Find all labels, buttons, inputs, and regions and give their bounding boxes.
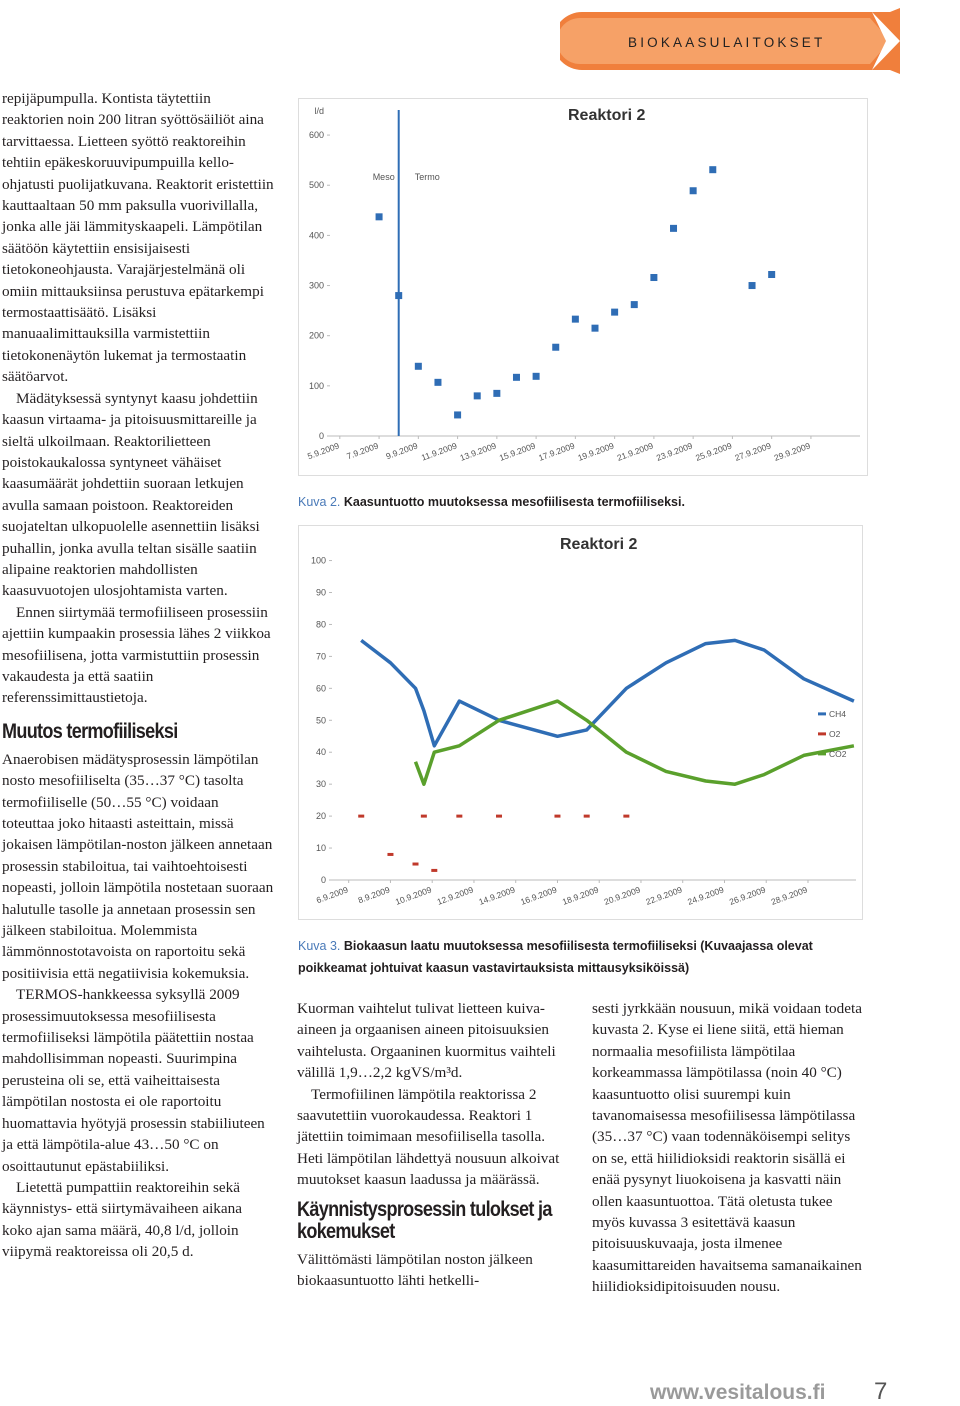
data-point bbox=[571, 315, 579, 323]
figure-caption: Kuva 2. Kaasuntuotto muutoksessa mesofii… bbox=[298, 491, 858, 513]
section-heading: Käynnistysprosessin tulokset ja kokemuks… bbox=[297, 1197, 552, 1243]
data-point bbox=[591, 324, 599, 332]
data-point bbox=[630, 301, 638, 309]
banner-inner bbox=[560, 18, 890, 64]
y-tick-label: 300 bbox=[309, 281, 324, 291]
data-point bbox=[670, 224, 678, 232]
data-point bbox=[512, 373, 520, 381]
annotation: Termo bbox=[415, 172, 440, 182]
data-dash bbox=[358, 814, 365, 818]
data-point bbox=[454, 411, 462, 419]
y-tick-label: 0 bbox=[321, 875, 326, 885]
data-dash bbox=[456, 814, 463, 818]
legend-label: O2 bbox=[829, 729, 841, 739]
y-tick-label: 50 bbox=[316, 715, 326, 725]
data-point bbox=[473, 392, 481, 400]
data-point bbox=[434, 378, 442, 386]
y-tick-label: 80 bbox=[316, 619, 326, 629]
banner: BIOKAASULAITOKSET bbox=[560, 8, 900, 74]
banner-arrow bbox=[872, 12, 900, 70]
y-tick-label: 200 bbox=[309, 331, 324, 341]
y-axis-label: l/d bbox=[314, 106, 324, 116]
data-point bbox=[493, 389, 501, 397]
y-tick-label: 500 bbox=[309, 180, 324, 190]
data-point bbox=[709, 166, 717, 174]
caption-text: Biokaasun laatu muutoksessa mesofiilises… bbox=[298, 939, 813, 975]
annotation: Meso bbox=[373, 172, 395, 182]
y-tick-label: 400 bbox=[309, 230, 324, 240]
chart-border bbox=[298, 525, 863, 920]
data-dash bbox=[412, 862, 419, 866]
paragraph: Anaerobisen mädätysprosessin lämpötilan … bbox=[2, 750, 274, 982]
data-dash bbox=[420, 814, 427, 818]
y-tick-label: 30 bbox=[316, 779, 326, 789]
paragraph: Termofiilinen lämpötila reaktorissa 2 sa… bbox=[297, 1085, 560, 1189]
footer-site: www.vesitalous.fi bbox=[650, 1381, 826, 1404]
section-heading: Muutos termofiiliseksi bbox=[2, 719, 178, 743]
chart-border bbox=[298, 98, 868, 476]
page-number: 7 bbox=[874, 1378, 888, 1405]
paragraph: Ennen siirtymää termofiiliseen prosessii… bbox=[2, 603, 271, 707]
y-tick-label: 60 bbox=[316, 683, 326, 693]
caption-label: Kuva 3. bbox=[298, 939, 341, 953]
legend-label: CO2 bbox=[829, 749, 847, 759]
data-point bbox=[650, 274, 658, 282]
y-tick-label: 600 bbox=[309, 130, 324, 140]
data-point bbox=[375, 213, 383, 221]
data-point bbox=[748, 282, 756, 290]
y-tick-label: 100 bbox=[309, 381, 324, 391]
paragraph: Välittömästi lämpötilan noston jälkeen b… bbox=[297, 1250, 533, 1290]
figure-caption: Kuva 3. Biokaasun laatu muutoksessa meso… bbox=[298, 935, 858, 979]
paragraph: sesti jyrkkään nousuun, mikä voidaan tod… bbox=[592, 1000, 862, 1296]
data-point bbox=[395, 292, 403, 300]
chart-title: Reaktori 2 bbox=[568, 107, 645, 124]
data-dash bbox=[496, 814, 503, 818]
data-line bbox=[360, 638, 855, 748]
banner-text: BIOKAASULAITOKSET bbox=[628, 35, 825, 50]
y-tick-label: 100 bbox=[311, 556, 326, 566]
data-point bbox=[532, 372, 540, 380]
data-point bbox=[414, 362, 422, 370]
caption-text: Kaasuntuotto muutoksessa mesofiilisesta … bbox=[343, 495, 685, 509]
chart: Reaktori 201020304050607080901006.9.2009… bbox=[298, 525, 863, 920]
data-point bbox=[611, 308, 619, 316]
data-point bbox=[552, 343, 560, 351]
caption-label: Kuva 2. bbox=[298, 495, 341, 509]
y-tick-label: 40 bbox=[316, 747, 326, 757]
data-dash bbox=[431, 868, 438, 872]
data-dash bbox=[583, 814, 590, 818]
data-point bbox=[689, 187, 697, 195]
y-tick-label: 70 bbox=[316, 651, 326, 661]
data-dash bbox=[554, 814, 561, 818]
chart-title: Reaktori 2 bbox=[560, 536, 637, 553]
legend-label: CH4 bbox=[829, 709, 846, 719]
paragraph: Mädätyksessä syntynyt kaasu johdettiin k… bbox=[2, 389, 260, 600]
data-point bbox=[768, 271, 776, 279]
paragraph: repijäpumpulla. Kontista täytettiin reak… bbox=[2, 90, 274, 386]
paragraph: Kuorman vaihtelut tulivat lietteen kuiva… bbox=[297, 1000, 556, 1082]
chart: Reaktori 2l/d01002003004005006005.9.2009… bbox=[298, 98, 868, 476]
right-column: sesti jyrkkään nousuun, mikä voidaan tod… bbox=[592, 998, 864, 1298]
y-tick-label: 0 bbox=[319, 431, 324, 441]
data-dash bbox=[387, 852, 394, 856]
left-column: repijäpumpulla. Kontista täytettiin reak… bbox=[2, 88, 274, 1263]
y-tick-label: 20 bbox=[316, 811, 326, 821]
data-dash bbox=[623, 814, 630, 818]
y-tick-label: 90 bbox=[316, 588, 326, 598]
paragraph: TERMOS-hankkeessa syksyllä 2009 prosessi… bbox=[2, 986, 265, 1175]
middle-column: Kuorman vaihtelut tulivat lietteen kuiva… bbox=[297, 998, 569, 1291]
paragraph: Lietettä pumpattiin reaktoreihin sekä kä… bbox=[2, 1178, 242, 1261]
y-tick-label: 10 bbox=[316, 843, 326, 853]
data-line bbox=[413, 699, 855, 786]
